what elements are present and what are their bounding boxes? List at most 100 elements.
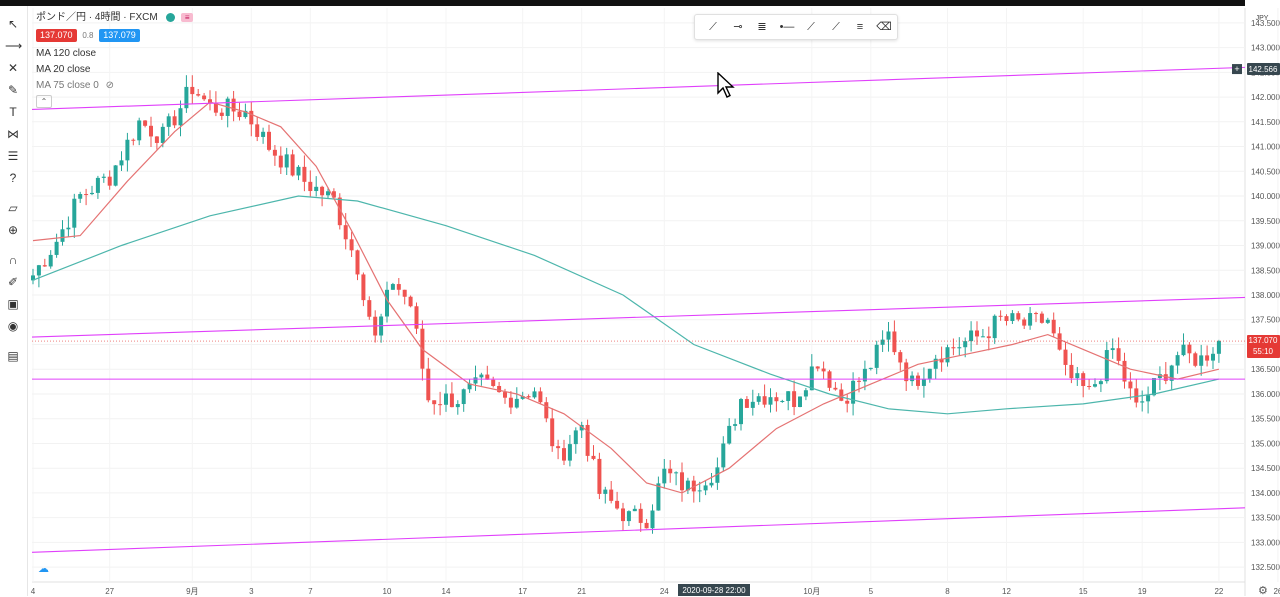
multi-line-icon[interactable]: ≣ xyxy=(757,21,767,33)
candle-body xyxy=(1034,313,1038,315)
candle-body xyxy=(42,265,47,267)
candle-body xyxy=(550,418,555,447)
fib-icon[interactable]: ≡ xyxy=(856,21,864,33)
x-tick-label: 8 xyxy=(945,587,950,596)
candle-body xyxy=(219,112,224,116)
cloud-icon[interactable]: ☁ xyxy=(38,563,49,575)
eye-icon[interactable]: ◉ xyxy=(7,319,19,333)
candle-body xyxy=(951,347,956,349)
lock-drawings-icon[interactable]: ✐ xyxy=(7,275,19,289)
alert-chip-icon[interactable]: ≡ xyxy=(181,12,194,22)
y-tick-label: 133.500 xyxy=(1251,514,1280,523)
candle-body xyxy=(691,480,696,492)
candle-body xyxy=(939,358,944,363)
candle-body xyxy=(1087,386,1092,388)
y-unit-label: JPY xyxy=(1256,15,1269,22)
price-axis xyxy=(1245,0,1280,596)
candle-body xyxy=(90,192,94,195)
candle-body xyxy=(1063,349,1068,365)
ruler-icon[interactable]: ▱ xyxy=(8,201,18,215)
candle-body xyxy=(1028,313,1033,326)
trend-line-icon[interactable]: ✕ xyxy=(7,61,19,75)
ma120-legend[interactable]: MA 120 close xyxy=(36,48,97,59)
candle-body xyxy=(497,385,502,393)
ma20-legend[interactable]: MA 20 close xyxy=(36,64,91,75)
horizontal-line-icon[interactable]: ⊸ xyxy=(733,21,743,33)
candle-body xyxy=(963,341,968,348)
symbol-title[interactable]: ポンド／円 · 4時間 · FXCM xyxy=(36,12,158,23)
y-tick-label: 134.500 xyxy=(1251,464,1280,473)
horizontal-ray-icon[interactable]: ⟶ xyxy=(5,39,23,53)
hidden-eye-icon[interactable]: ⊘ xyxy=(105,80,114,91)
ray-icon[interactable]: •— xyxy=(779,21,795,33)
candle-body xyxy=(261,131,266,137)
lock-icon[interactable]: ▣ xyxy=(7,297,19,311)
candle-body xyxy=(762,396,767,405)
candle-body xyxy=(48,254,53,267)
candle-body xyxy=(715,467,720,483)
candle-body xyxy=(308,181,313,192)
x-tick-label: 9月 xyxy=(186,587,198,596)
candle-body xyxy=(1169,365,1174,381)
candle-body xyxy=(898,352,903,363)
pattern-icon[interactable]: ⋈ xyxy=(7,127,19,141)
candle-body xyxy=(78,194,83,199)
ma75-legend[interactable]: MA 75 close 0 xyxy=(36,80,99,91)
magnet-icon[interactable]: ∩ xyxy=(8,253,18,267)
candle-body xyxy=(650,510,655,529)
candle-body xyxy=(998,315,1003,317)
candle-body xyxy=(1122,360,1127,382)
ask-price-badge[interactable]: 137.079 xyxy=(99,29,140,42)
candle-body xyxy=(272,149,277,156)
candle-body xyxy=(166,116,171,127)
candle-body xyxy=(31,275,35,281)
y-tick-label: 143.500 xyxy=(1251,19,1280,28)
candle-body xyxy=(237,111,242,118)
zoom-icon[interactable]: ⊕ xyxy=(7,223,19,237)
channel-line xyxy=(31,66,1246,110)
candle-body xyxy=(562,448,566,461)
gear-icon[interactable]: ⚙ xyxy=(1258,585,1268,597)
candle-body xyxy=(178,108,183,126)
bid-price-badge[interactable]: 137.070 xyxy=(36,29,77,42)
trend-line-icon[interactable]: ⟋ xyxy=(709,21,717,33)
candle-body xyxy=(467,383,472,390)
brush-icon[interactable]: ⟋ xyxy=(832,21,840,33)
candle-body xyxy=(880,339,885,345)
x-tick-label: 21 xyxy=(577,587,586,596)
text-icon[interactable]: T xyxy=(9,105,17,119)
pen-icon[interactable]: ✎ xyxy=(7,83,19,97)
measure-stack-icon[interactable]: ☰ xyxy=(7,149,19,163)
y-tick-label: 136.500 xyxy=(1251,365,1280,374)
candle-body xyxy=(815,366,820,369)
candle-body xyxy=(503,392,507,398)
candle-body xyxy=(638,508,643,523)
candle-body xyxy=(1128,381,1133,389)
candle-body xyxy=(1199,355,1204,366)
x-tick-label: 10 xyxy=(383,587,392,596)
collapse-legend-icon[interactable]: ⌃ xyxy=(36,95,52,108)
candle-body xyxy=(249,110,254,125)
cursor-icon[interactable]: ↖ xyxy=(7,17,19,31)
help-icon[interactable]: ? xyxy=(9,171,17,185)
candle-body xyxy=(703,485,708,491)
candle-body xyxy=(821,368,826,372)
eraser-icon[interactable]: ⌫ xyxy=(876,21,892,33)
candle-body xyxy=(36,265,41,276)
y-tick-label: 141.500 xyxy=(1251,118,1280,127)
candle-body xyxy=(1146,395,1151,402)
candle-body xyxy=(302,166,307,182)
candle-body xyxy=(426,368,431,401)
candle-body xyxy=(933,358,938,369)
y-tick-label: 139.000 xyxy=(1251,242,1280,251)
candle-body xyxy=(231,98,236,112)
candle-body xyxy=(886,331,891,340)
candle-body xyxy=(160,126,165,143)
candle-body xyxy=(1022,319,1027,326)
candle-body xyxy=(526,396,531,398)
pencil-icon[interactable]: ⟋ xyxy=(807,21,815,33)
candle-body xyxy=(172,116,177,126)
trash-icon[interactable]: ▤ xyxy=(7,349,19,363)
candle-body xyxy=(721,443,726,468)
